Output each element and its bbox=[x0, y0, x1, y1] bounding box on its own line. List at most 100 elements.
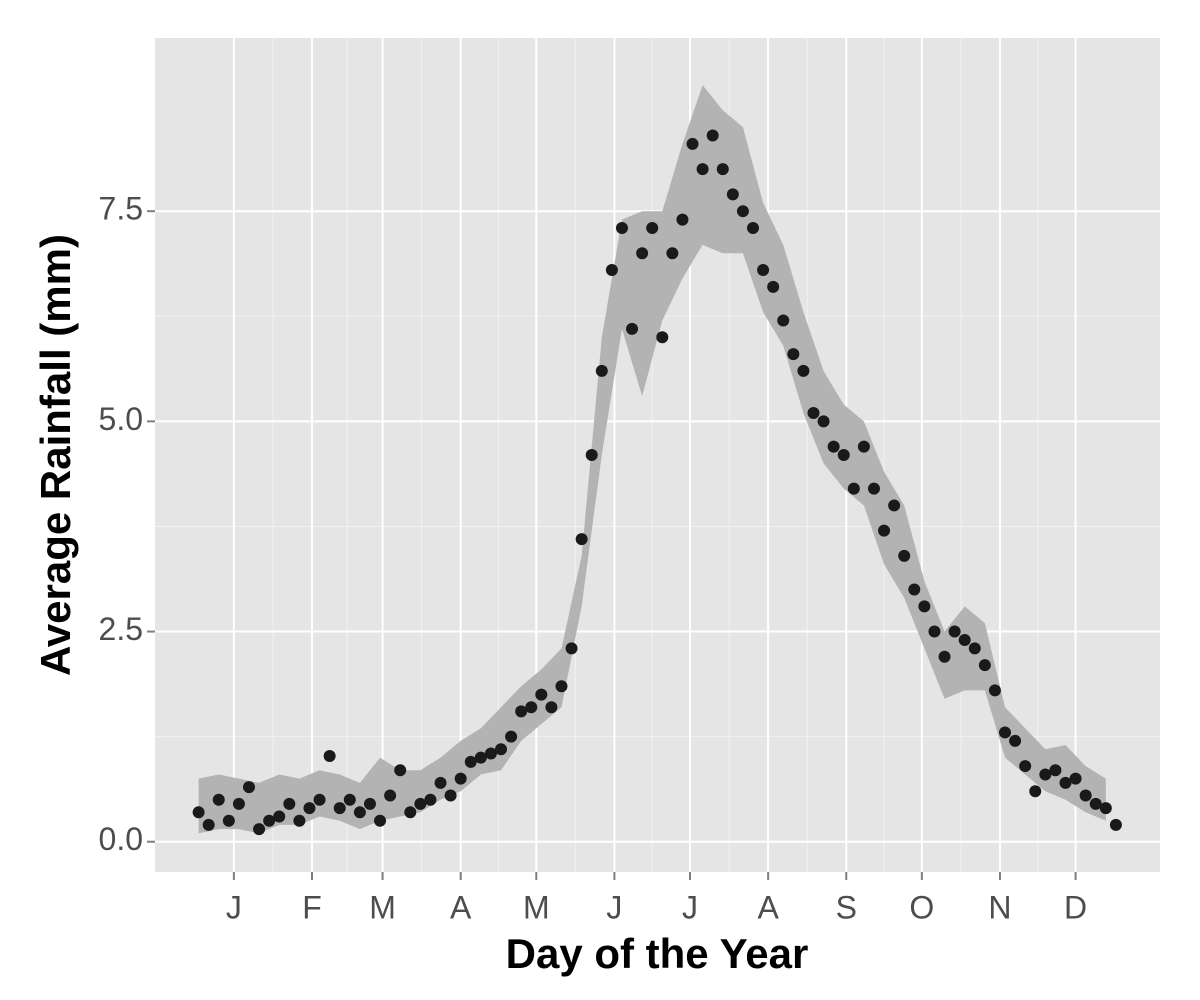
point bbox=[343, 793, 356, 806]
point bbox=[212, 793, 225, 806]
x-tick-label: D bbox=[1064, 889, 1087, 925]
point bbox=[615, 222, 628, 235]
point bbox=[202, 818, 215, 831]
x-tick-label: S bbox=[836, 889, 857, 925]
x-tick-label: J bbox=[226, 889, 242, 925]
point bbox=[394, 764, 407, 777]
point bbox=[787, 348, 800, 361]
point bbox=[454, 772, 467, 785]
point bbox=[716, 163, 729, 176]
x-tick-label: F bbox=[302, 889, 322, 925]
point bbox=[948, 625, 961, 638]
x-tick-label: J bbox=[606, 889, 622, 925]
point bbox=[938, 650, 951, 663]
panel bbox=[155, 38, 1160, 872]
x-tick-label: A bbox=[450, 889, 472, 925]
point bbox=[333, 802, 346, 815]
point bbox=[303, 802, 316, 815]
point bbox=[1039, 768, 1052, 781]
point bbox=[747, 222, 760, 235]
point bbox=[323, 749, 336, 762]
point bbox=[575, 533, 588, 546]
x-tick-label: M bbox=[523, 889, 550, 925]
point bbox=[414, 797, 427, 810]
point bbox=[1049, 764, 1062, 777]
point bbox=[626, 322, 639, 335]
point bbox=[888, 499, 901, 512]
point bbox=[847, 482, 860, 495]
point bbox=[1109, 818, 1122, 831]
point bbox=[363, 797, 376, 810]
point bbox=[1059, 776, 1072, 789]
point bbox=[474, 751, 487, 764]
point bbox=[898, 549, 911, 562]
point bbox=[525, 701, 538, 714]
point bbox=[1009, 734, 1022, 747]
point bbox=[1069, 772, 1082, 785]
point bbox=[676, 213, 689, 226]
x-axis-title: Day of the Year bbox=[506, 930, 809, 977]
point bbox=[293, 814, 306, 827]
point bbox=[726, 188, 739, 201]
point bbox=[263, 814, 276, 827]
point bbox=[867, 482, 880, 495]
y-tick-label: 2.5 bbox=[99, 611, 143, 647]
point bbox=[958, 633, 971, 646]
point bbox=[928, 625, 941, 638]
point bbox=[656, 331, 669, 344]
point bbox=[505, 730, 518, 743]
y-axis-title: Average Rainfall (mm) bbox=[32, 234, 79, 676]
point bbox=[918, 600, 931, 613]
point bbox=[595, 364, 608, 377]
point bbox=[253, 823, 266, 836]
point bbox=[464, 755, 477, 768]
point bbox=[515, 705, 528, 718]
point bbox=[192, 806, 205, 819]
point bbox=[706, 129, 719, 142]
point bbox=[636, 247, 649, 260]
point bbox=[424, 793, 437, 806]
point bbox=[605, 264, 618, 277]
point bbox=[555, 680, 568, 693]
point bbox=[585, 449, 598, 461]
point bbox=[968, 642, 981, 655]
point bbox=[827, 440, 840, 453]
point bbox=[1029, 785, 1042, 798]
point bbox=[1019, 760, 1032, 773]
point bbox=[908, 583, 921, 596]
point bbox=[222, 814, 235, 827]
point bbox=[232, 797, 245, 810]
point bbox=[565, 642, 578, 655]
point bbox=[495, 743, 508, 756]
x-tick-label: A bbox=[757, 889, 779, 925]
x-tick-label: J bbox=[682, 889, 698, 925]
point bbox=[374, 814, 387, 827]
point bbox=[857, 440, 870, 453]
y-tick-label: 7.5 bbox=[99, 191, 143, 227]
point bbox=[283, 797, 296, 810]
point bbox=[837, 449, 850, 461]
point bbox=[646, 222, 659, 235]
x-tick-label: O bbox=[909, 889, 934, 925]
point bbox=[535, 688, 548, 701]
point bbox=[1089, 797, 1102, 810]
point bbox=[242, 781, 255, 794]
point bbox=[686, 137, 699, 150]
point bbox=[666, 247, 679, 260]
point bbox=[1079, 789, 1092, 802]
point bbox=[736, 205, 749, 218]
point bbox=[404, 806, 417, 819]
point bbox=[817, 415, 830, 428]
point bbox=[878, 524, 891, 537]
point bbox=[353, 806, 366, 819]
point bbox=[988, 684, 1001, 697]
y-tick-label: 0.0 bbox=[99, 821, 143, 857]
point bbox=[696, 163, 709, 176]
point bbox=[807, 406, 820, 419]
point bbox=[999, 726, 1012, 739]
point bbox=[1099, 802, 1112, 815]
point bbox=[777, 314, 790, 327]
x-tick-label: M bbox=[369, 889, 396, 925]
point bbox=[757, 264, 770, 277]
